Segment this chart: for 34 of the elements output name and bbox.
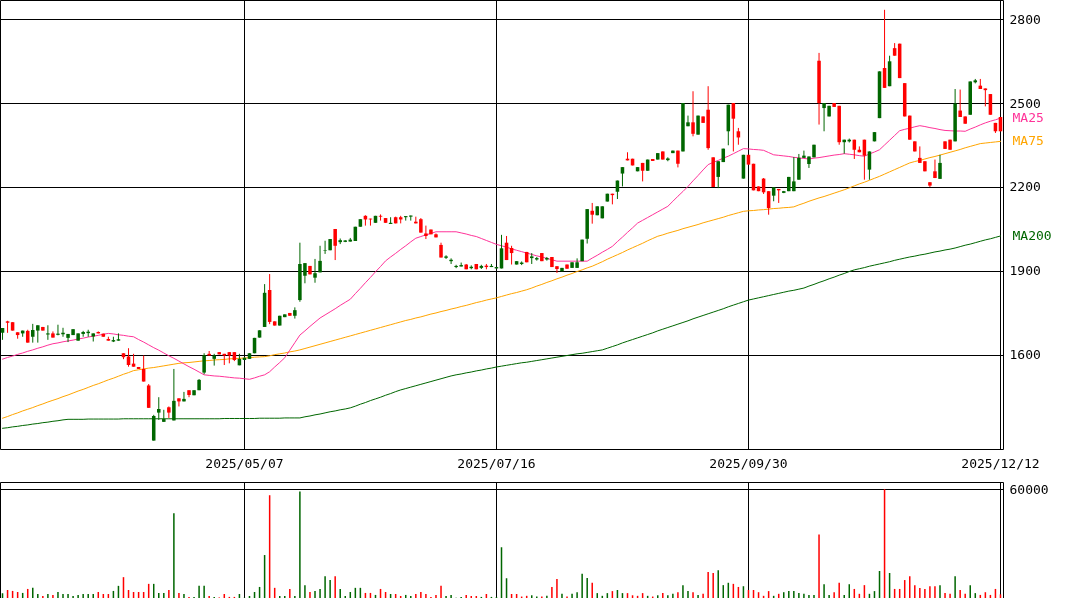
y-tick-label: 60000 <box>1009 481 1049 497</box>
x-tick-label: 2025/09/30 <box>709 455 788 471</box>
candlestick <box>691 90 695 137</box>
candlestick <box>157 396 161 421</box>
y-tick-label: 2500 <box>1009 95 1041 111</box>
candlestick <box>318 245 322 273</box>
series-label: MA200 <box>1012 227 1052 243</box>
x-tick-label: 2025/05/07 <box>205 455 284 471</box>
candlestick <box>56 324 60 336</box>
candlestick <box>938 154 942 180</box>
candlestick <box>716 160 720 189</box>
candlestick <box>378 213 383 222</box>
candlestick <box>293 306 297 320</box>
y-tick-label: 1600 <box>1009 347 1041 363</box>
line-series <box>2 117 1001 380</box>
x-tick-label: 2025/12/12 <box>961 455 1040 471</box>
candlestick <box>797 153 801 181</box>
candlestick <box>620 166 625 187</box>
candlestick <box>177 397 181 407</box>
candlestick <box>333 228 337 261</box>
y-tick-label: 2200 <box>1009 179 1041 195</box>
series-label: MA25 <box>1012 110 1044 126</box>
candlestick <box>172 368 176 421</box>
series-label: MA75 <box>1012 133 1044 149</box>
y-tick-label: 1900 <box>1009 263 1041 279</box>
candlestick <box>202 352 206 375</box>
line-series <box>2 140 1001 419</box>
x-tick-label: 2025/07/16 <box>457 455 536 471</box>
candlestick <box>444 254 448 260</box>
candlestick <box>590 202 594 225</box>
y-tick-label: 2800 <box>1009 11 1041 27</box>
candlestick <box>323 240 327 255</box>
candlestick <box>46 324 50 341</box>
candlestick <box>313 258 317 284</box>
